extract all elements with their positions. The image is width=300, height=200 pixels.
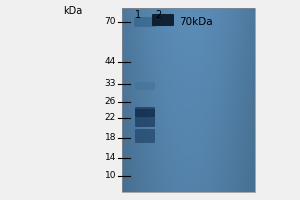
- Text: 70kDa: 70kDa: [179, 17, 213, 27]
- FancyBboxPatch shape: [135, 129, 155, 143]
- FancyBboxPatch shape: [135, 107, 155, 117]
- FancyBboxPatch shape: [135, 109, 155, 127]
- Text: 70: 70: [104, 18, 116, 26]
- Text: 33: 33: [104, 79, 116, 88]
- FancyBboxPatch shape: [134, 17, 156, 27]
- Text: kDa: kDa: [63, 6, 82, 16]
- Text: 18: 18: [104, 134, 116, 142]
- Text: 26: 26: [105, 98, 116, 106]
- FancyBboxPatch shape: [152, 14, 174, 26]
- Text: 44: 44: [105, 58, 116, 66]
- Text: 10: 10: [104, 171, 116, 180]
- Text: 2: 2: [155, 10, 161, 20]
- Text: 14: 14: [105, 154, 116, 162]
- Bar: [122, 8, 255, 192]
- Text: 1: 1: [135, 10, 141, 20]
- Text: 22: 22: [105, 114, 116, 122]
- FancyBboxPatch shape: [135, 82, 155, 90]
